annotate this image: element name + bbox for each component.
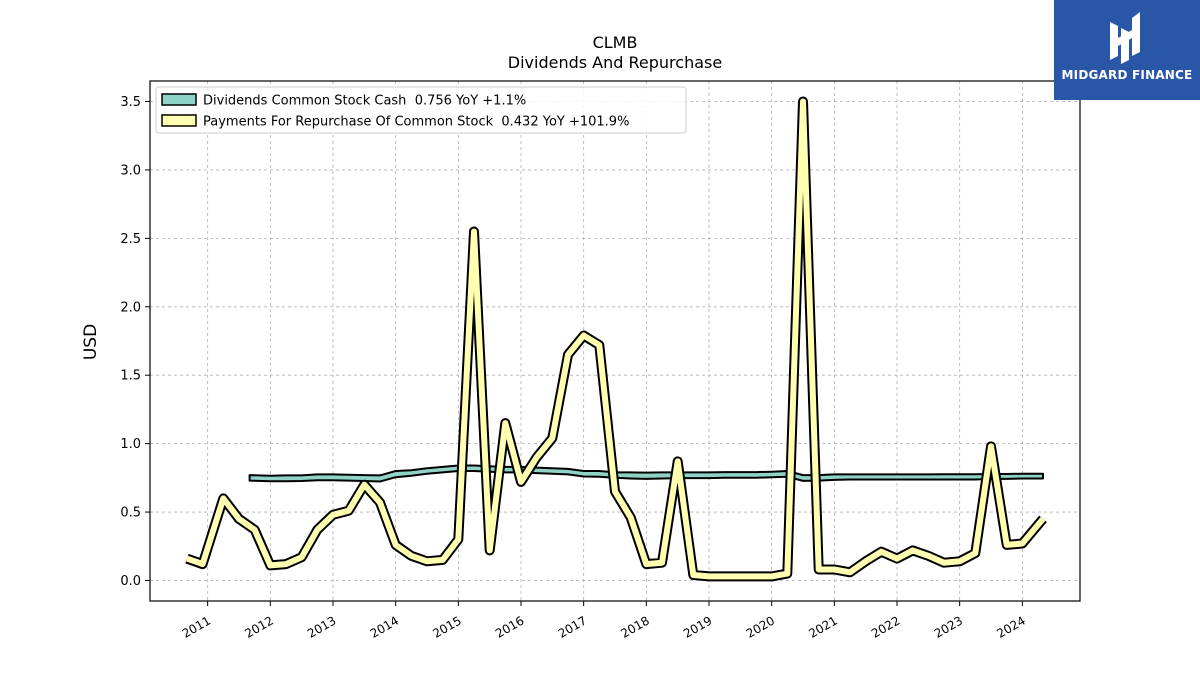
legend-swatch-dividends <box>161 93 197 106</box>
brand-name: MIDGARD FINANCE <box>1061 68 1193 82</box>
x-tick-label: 2023 <box>932 613 965 640</box>
y-ticks: 0.0 0.5 1.0 1.5 2.0 2.5 3.0 3.5 <box>120 95 150 589</box>
legend-label-repurchase: Payments For Repurchase Of Common Stock … <box>203 115 629 130</box>
y-tick-label: 2.5 <box>120 232 141 247</box>
x-tick-label: 2011 <box>180 613 213 640</box>
legend-box <box>155 86 687 134</box>
legend: Dividends Common Stock Cash 0.756 YoY +1… <box>155 86 687 134</box>
x-tick-label: 2019 <box>681 613 714 640</box>
x-tick-label: 2016 <box>493 613 526 640</box>
x-tick-label: 2020 <box>744 613 777 640</box>
x-tick-label: 2018 <box>618 613 651 640</box>
chart-subtitle: Dividends And Repurchase <box>508 53 722 72</box>
x-tick-label: 2015 <box>430 613 463 640</box>
series-repurchase-outline <box>185 96 1047 582</box>
y-tick-label: 1.5 <box>120 369 141 384</box>
x-tick-label: 2012 <box>242 613 275 640</box>
x-tick-label: 2014 <box>368 613 401 640</box>
x-tick-label: 2022 <box>869 613 902 640</box>
y-tick-label: 1.0 <box>120 437 141 452</box>
y-tick-label: 3.5 <box>120 95 141 110</box>
x-ticks: 2011 2012 2013 2014 2015 2016 2017 2018 2019 2020… <box>180 601 1028 641</box>
grid <box>150 81 1080 601</box>
x-tick-label: 2024 <box>994 613 1027 640</box>
plot-frame <box>149 80 1081 602</box>
chart-title: CLMB <box>593 33 638 52</box>
y-tick-label: 2.0 <box>120 300 141 315</box>
y-axis-label: USD <box>81 324 101 360</box>
midgard-logo-icon <box>1110 12 1140 64</box>
series-layer <box>185 96 1047 582</box>
legend-swatch-repurchase <box>161 114 197 127</box>
legend-label-dividends: Dividends Common Stock Cash 0.756 YoY +1… <box>203 94 526 109</box>
x-tick-label: 2021 <box>806 613 839 640</box>
x-tick-label: 2017 <box>556 613 589 640</box>
y-tick-label: 0.5 <box>120 506 141 521</box>
x-tick-label: 2013 <box>305 613 338 640</box>
y-tick-label: 0.0 <box>120 574 141 589</box>
y-tick-label: 3.0 <box>120 163 141 178</box>
brand-banner: MIDGARD FINANCE <box>1054 0 1200 100</box>
series-repurchase-line <box>186 98 1046 580</box>
